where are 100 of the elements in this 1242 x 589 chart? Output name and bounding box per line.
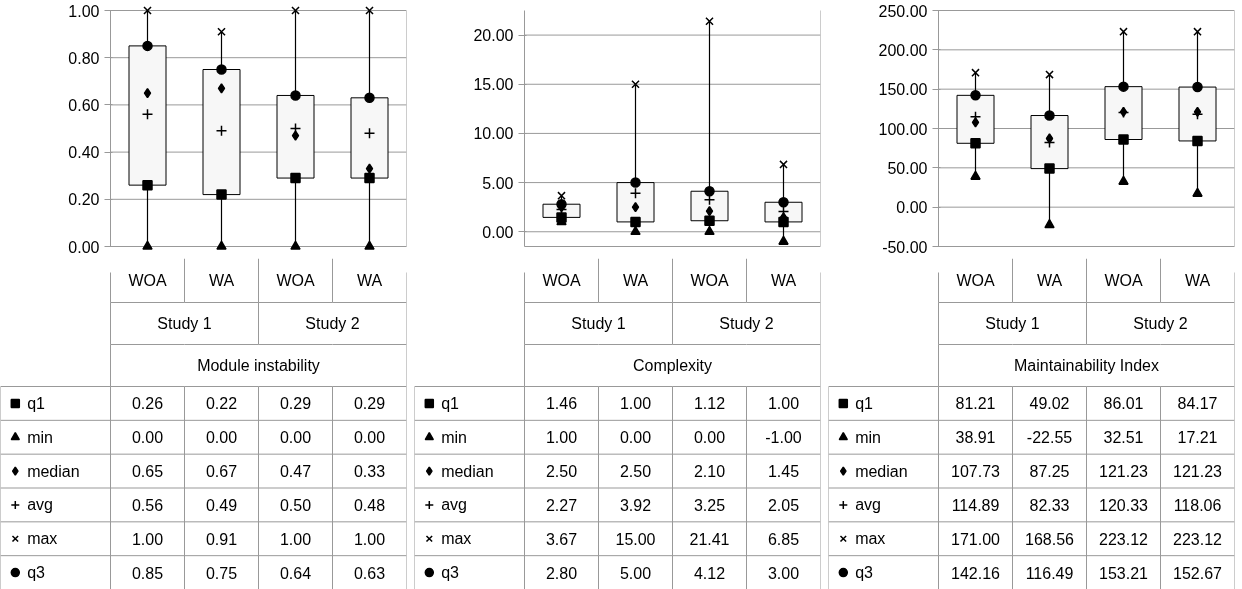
y-tick-label: 15.00	[473, 76, 514, 94]
text: Study 2	[719, 315, 774, 332]
data-label: 1.00	[767, 395, 800, 413]
data-label: 38.91	[955, 429, 996, 447]
legend-label: median	[855, 462, 908, 480]
data-label: 0.75	[205, 564, 238, 582]
data-label: 0.22	[205, 395, 238, 413]
point	[365, 6, 374, 15]
point	[143, 87, 152, 99]
data-label: 2.50	[619, 463, 652, 481]
point	[1192, 187, 1203, 197]
point	[1118, 134, 1129, 145]
legend-label: q1	[27, 394, 46, 412]
y-tick-label: 0.00	[482, 223, 514, 241]
data-label: 0.29	[353, 395, 386, 413]
data-label: 84.17	[1177, 395, 1218, 413]
x-tick-label: WOA	[1104, 272, 1143, 289]
point	[779, 160, 788, 169]
x-tick-label: WA	[622, 272, 649, 289]
y-tick-label: 20.00	[473, 27, 514, 45]
data-label: 4.12	[693, 564, 726, 582]
data-label: 1.46	[545, 395, 578, 413]
legend-label: min	[27, 428, 53, 446]
x-tick-label: WOA	[690, 272, 729, 289]
data-label: 3.92	[619, 496, 652, 514]
point	[217, 83, 226, 94]
legend-label: median	[441, 462, 494, 480]
point	[1193, 27, 1202, 36]
data-label: 81.21	[955, 395, 996, 413]
data-label: 3.67	[545, 530, 578, 548]
data-label: 82.33	[1029, 496, 1070, 514]
point	[970, 138, 981, 149]
y-tick-label: 200.00	[878, 41, 928, 59]
data-label: 1.00	[131, 530, 164, 548]
data-label: 0.91	[205, 530, 238, 548]
point	[1192, 135, 1203, 147]
legend-label: q1	[441, 394, 460, 412]
point	[778, 235, 789, 245]
legend-label: max	[441, 530, 472, 548]
text: Study 2	[305, 315, 360, 332]
point	[1192, 81, 1203, 93]
data-label: 0.33	[353, 463, 386, 481]
point	[631, 79, 640, 89]
data-label: 1.12	[693, 395, 726, 413]
text: Study 1	[985, 315, 1040, 332]
data-label: 1.00	[279, 530, 312, 548]
point	[364, 172, 375, 184]
x-tick-label: WOA	[956, 272, 995, 289]
data-label: 223.12	[1099, 530, 1149, 548]
point	[363, 127, 376, 139]
data-label: 15.00	[615, 530, 656, 548]
data-label: 17.21	[1177, 429, 1218, 447]
point	[291, 130, 300, 141]
data-label: 0.50	[279, 496, 312, 514]
data-label: 223.12	[1173, 530, 1223, 548]
y-tick-label: 250.00	[878, 2, 928, 20]
legend-label: max	[855, 530, 886, 548]
x-tick-label: WA	[356, 272, 383, 289]
y-tick-label: 0.00	[896, 199, 928, 217]
point	[1118, 81, 1129, 92]
y-tick-label: 100.00	[878, 120, 928, 138]
y-tick-label: 5.00	[482, 174, 514, 192]
data-label: 0.00	[131, 429, 164, 447]
text: Study 2	[1133, 315, 1188, 332]
data-label: 3.00	[767, 564, 800, 582]
data-label: 168.56	[1025, 530, 1075, 548]
x-tick-label: WA	[1036, 272, 1063, 289]
point	[1045, 70, 1054, 79]
point	[1044, 110, 1055, 121]
data-label: 0.00	[693, 429, 726, 447]
x-axis-title: Complexity	[632, 357, 713, 374]
point	[215, 125, 228, 137]
y-tick-label: 0.80	[68, 49, 100, 67]
data-label: 2.10	[693, 463, 726, 481]
data-label: 87.25	[1029, 463, 1070, 481]
point	[216, 64, 227, 75]
point	[364, 240, 375, 250]
data-label: 0.26	[131, 395, 164, 413]
y-tick-label: 0.20	[68, 191, 100, 209]
point	[290, 90, 301, 101]
data-label: 5.00	[619, 564, 652, 582]
data-label: 0.00	[279, 429, 312, 447]
data-label: 2.80	[545, 564, 578, 582]
point	[216, 240, 227, 250]
x-tick-label: WOA	[276, 272, 315, 289]
data-label: 121.23	[1099, 463, 1149, 481]
point	[142, 40, 153, 52]
point	[143, 6, 152, 15]
data-label: 0.85	[131, 564, 164, 582]
data-label: -1.00	[765, 429, 802, 447]
point	[704, 225, 715, 236]
point	[364, 92, 375, 104]
point	[365, 163, 374, 174]
point	[970, 170, 981, 180]
data-label: 114.89	[951, 496, 1000, 514]
x-tick-label: WA	[1184, 272, 1211, 289]
point	[142, 240, 153, 250]
data-label: 116.49	[1025, 564, 1074, 582]
data-label: 0.63	[353, 564, 386, 582]
legend-label: q3	[855, 564, 874, 582]
